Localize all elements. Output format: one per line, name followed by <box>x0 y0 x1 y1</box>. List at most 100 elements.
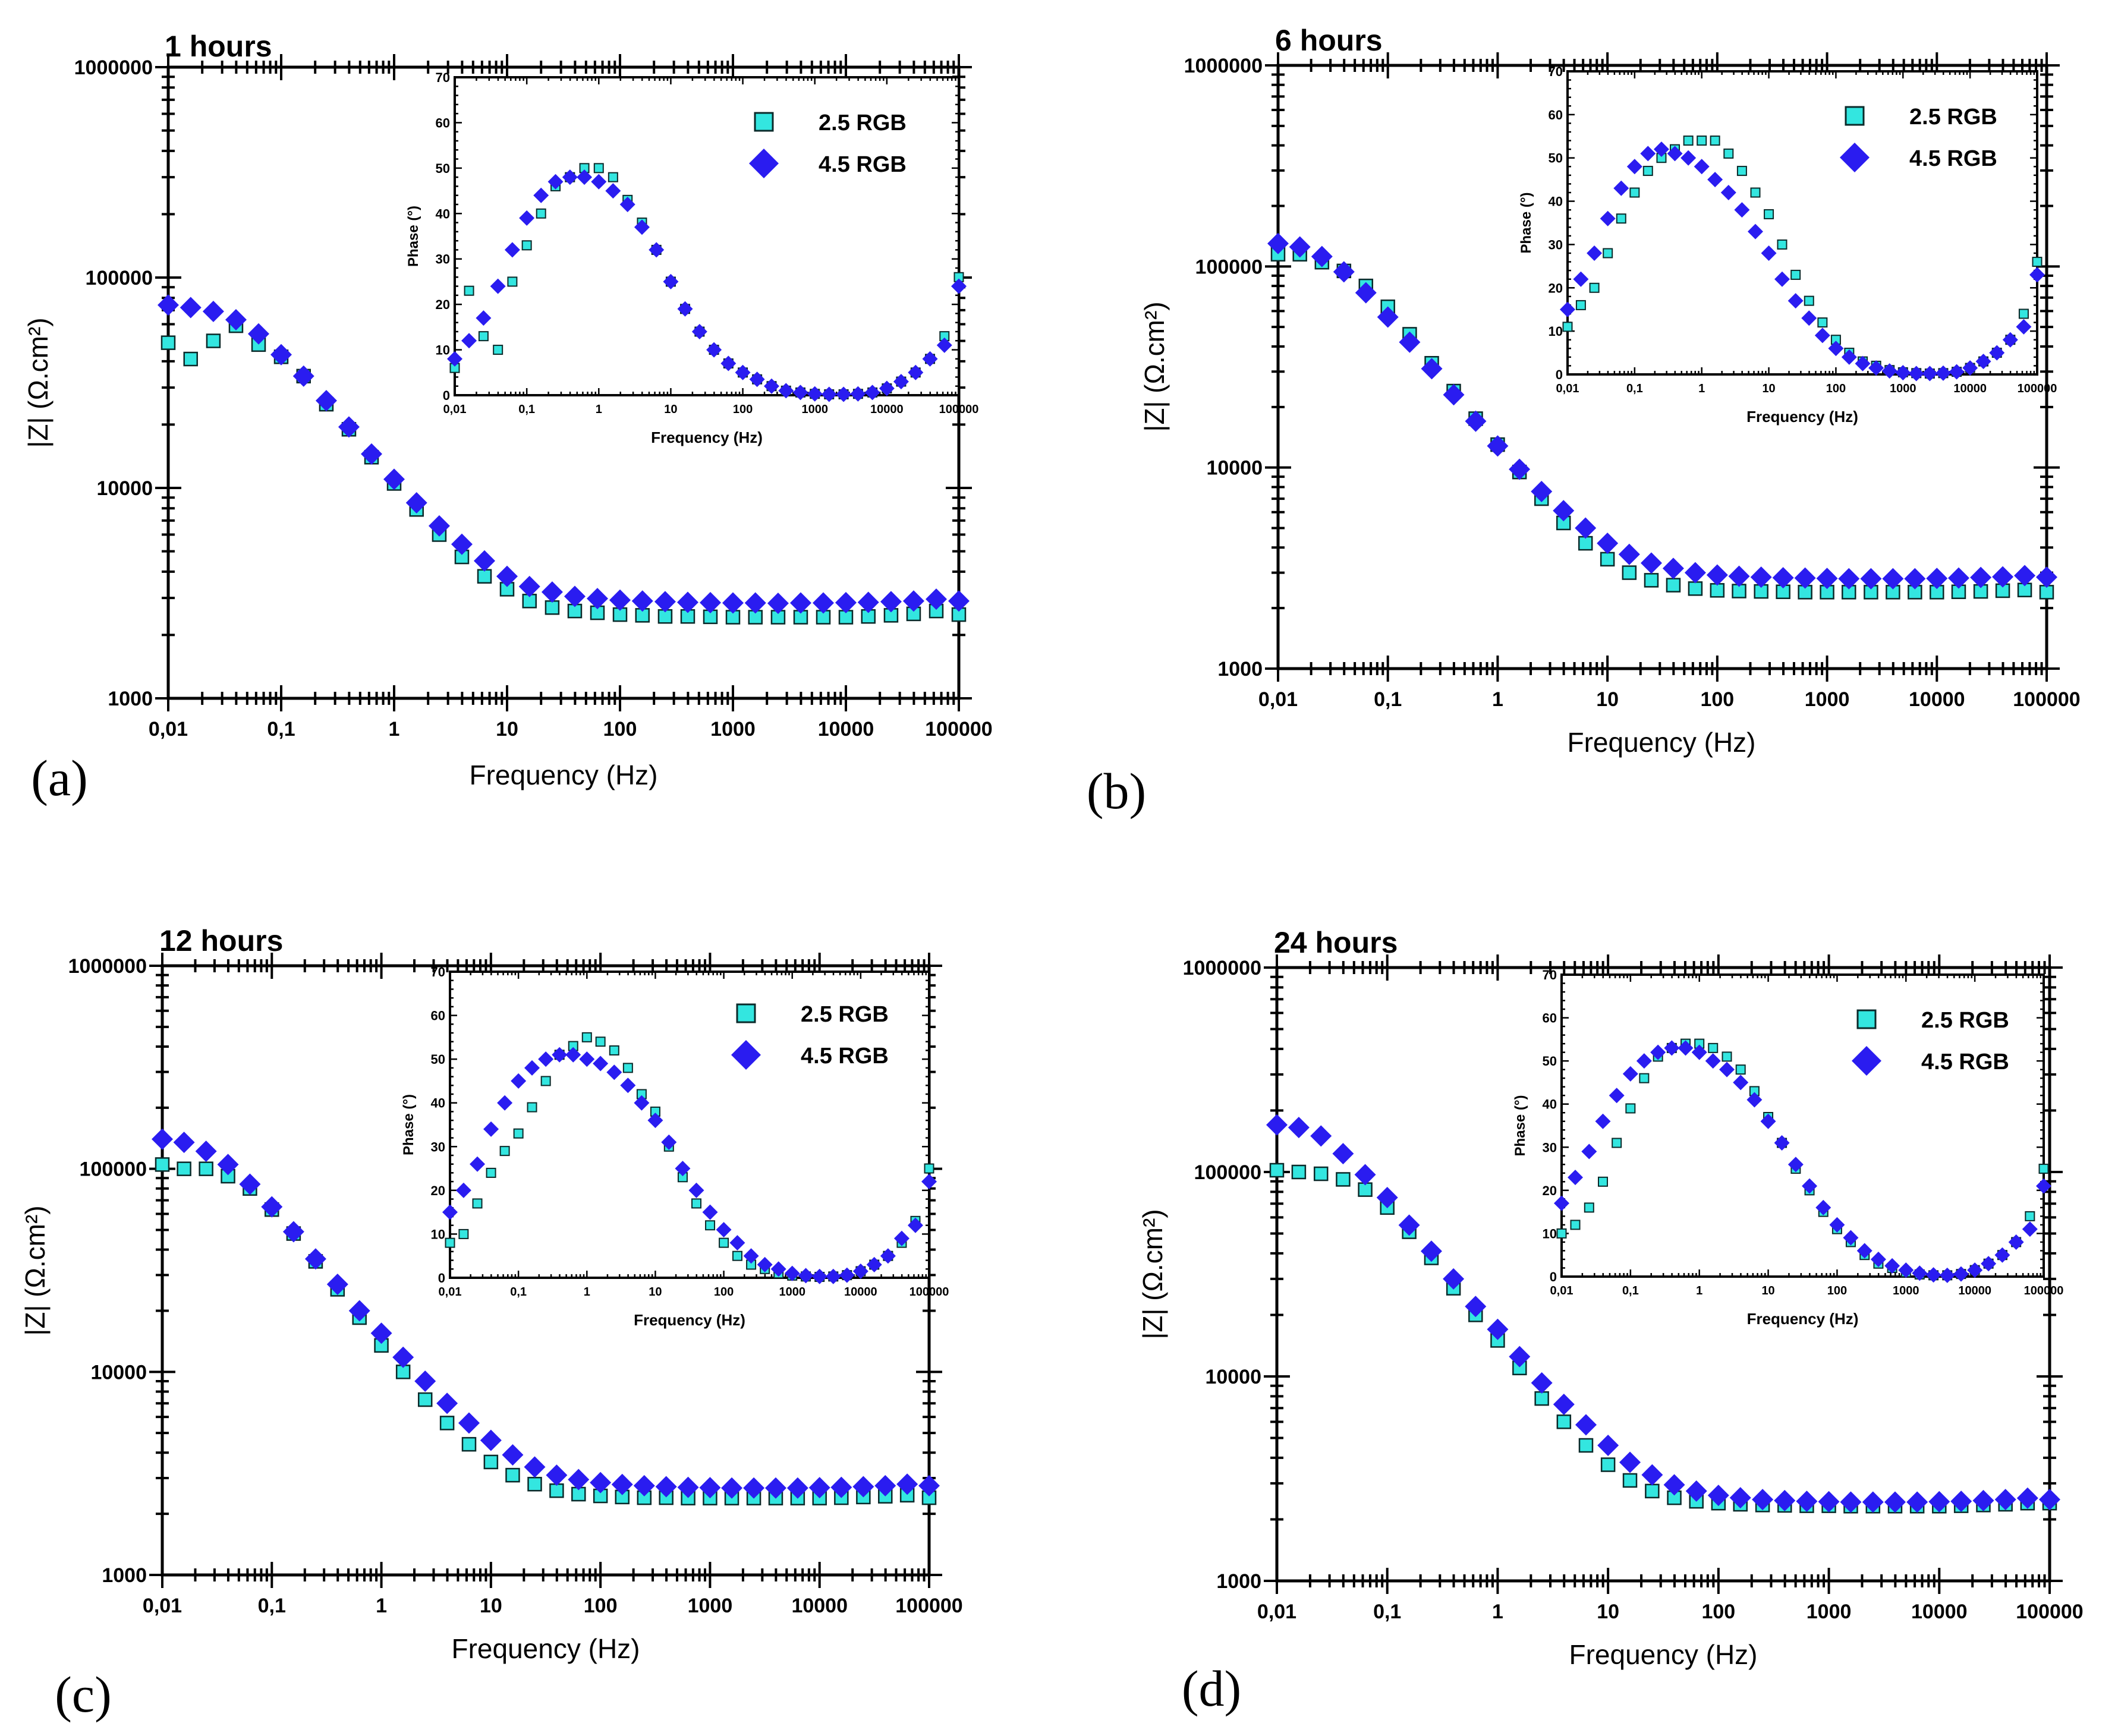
marker-4-5-rgb <box>1904 568 1926 590</box>
inset-marker-4-5-rgb <box>661 1134 677 1150</box>
x-tick-label: 10000 <box>1909 688 1965 711</box>
y-tick-label: 1000 <box>1217 658 1263 680</box>
marker-4-5-rgb <box>1333 261 1355 283</box>
marker-4-5-rgb <box>1420 1240 1442 1262</box>
y-tick-label: 10000 <box>96 477 153 500</box>
inset-x-tick-label: 10000 <box>1958 1284 1991 1297</box>
inset-marker-2-5-rgb <box>924 1163 934 1174</box>
marker-4-5-rgb <box>326 1273 348 1295</box>
panel-title: 24 hours <box>1274 926 1398 959</box>
inset-marker-4-5-rgb <box>1939 1267 1955 1283</box>
inset-y-axis-label: Phase (°) <box>405 206 421 267</box>
inset-marker-4-5-rgb <box>565 1047 581 1063</box>
inset-marker-2-5-rgb <box>1804 295 1814 306</box>
main-markers <box>152 1128 940 1505</box>
inset-marker-4-5-rgb <box>619 197 635 212</box>
inset: 0 10 20 30 40 50 60 70 0,01 0,1 1 10 100 1000 10000 100… <box>405 70 978 446</box>
panel-1: 0,01 0,1 1 10 100 1000 10000 100000100010000100… <box>1087 24 2081 820</box>
marker-4-5-rgb <box>546 1464 568 1486</box>
y-axis-label: |Z| (Ω.cm²) <box>23 317 53 448</box>
x-tick-label: 1 <box>376 1595 387 1617</box>
inset-marker-4-5-rgb <box>1787 1157 1804 1173</box>
inset-marker-4-5-rgb <box>2036 1178 2051 1194</box>
inset-y-tick-label: 40 <box>1549 194 1563 209</box>
panel-0: 0,01 0,1 1 10 100 1000 10000 100000100010000100… <box>23 30 993 806</box>
inset-marker-4-5-rgb <box>1609 1088 1625 1104</box>
x-tick-label: 1000 <box>1807 1600 1852 1623</box>
inset-marker-4-5-rgb <box>605 183 621 199</box>
y-tick-label: 10000 <box>1205 1366 1261 1388</box>
inset-marker-2-5-rgb <box>1708 1042 1719 1053</box>
inset-marker-4-5-rgb <box>533 187 549 203</box>
inset-x-tick-label: 10 <box>664 403 677 416</box>
inset-marker-2-5-rgb <box>1642 166 1653 177</box>
inset-markers <box>442 1032 937 1284</box>
inset-y-tick-label: 0 <box>438 1271 445 1286</box>
marker-4-5-rgb <box>1994 1489 2016 1511</box>
x-tick-label: 1 <box>1492 1600 1503 1623</box>
x-tick-label: 100000 <box>2013 688 2080 711</box>
y-tick-label: 1000 <box>102 1564 147 1587</box>
legend-label-2-5-rgb: 2.5 RGB <box>1921 1008 2009 1033</box>
inset-y-tick-label: 60 <box>431 1009 445 1023</box>
inset-marker-4-5-rgb <box>798 1268 814 1284</box>
inset-marker-2-5-rgb <box>1570 1220 1581 1230</box>
inset-marker-2-5-rgb <box>595 1036 606 1047</box>
y-ticks <box>1265 64 2060 670</box>
inset-marker-4-5-rgb <box>1707 172 1723 188</box>
marker-4-5-rgb <box>458 1412 480 1434</box>
panel-label: (a) <box>31 749 87 806</box>
marker-2-5-rgb <box>1556 1414 1572 1429</box>
inset-x-tick-label: 100000 <box>2018 382 2057 395</box>
inset-y-tick-label: 20 <box>431 1183 445 1198</box>
marker-4-5-rgb <box>541 581 563 603</box>
y-ticks <box>149 965 942 1576</box>
legend: 2.5 RGB 4.5 RGB <box>1840 105 1997 172</box>
marker-4-5-rgb <box>1816 568 1838 590</box>
marker-4-5-rgb <box>315 390 337 412</box>
marker-4-5-rgb <box>282 1221 304 1243</box>
marker-4-5-rgb <box>1487 435 1509 457</box>
inset-marker-4-5-rgb <box>677 301 693 317</box>
inset-marker-2-5-rgb <box>1723 148 1734 159</box>
inset-marker-4-5-rgb <box>552 1047 568 1063</box>
inset-marker-2-5-rgb <box>1722 1051 1732 1062</box>
marker-4-5-rgb <box>518 575 540 597</box>
legend: 2.5 RGB 4.5 RGB <box>731 1002 889 1070</box>
inset-marker-2-5-rgb <box>1616 213 1626 224</box>
marker-2-5-rgb <box>160 335 176 350</box>
inset-marker-4-5-rgb <box>908 364 924 380</box>
inset-marker-2-5-rgb <box>1750 187 1761 198</box>
marker-4-5-rgb <box>1662 557 1684 579</box>
inset-frame <box>1560 973 2045 1278</box>
inset-y-tick-label: 70 <box>431 965 445 979</box>
legend: 2.5 RGB 4.5 RGB <box>1852 1008 2009 1076</box>
inset-marker-4-5-rgb <box>1815 1199 1831 1215</box>
inset-marker-2-5-rgb <box>1625 1103 1636 1114</box>
marker-4-5-rgb <box>830 1476 852 1498</box>
marker-4-5-rgb <box>590 1472 612 1494</box>
inset-marker-4-5-rgb <box>1774 271 1790 287</box>
legend-swatch-4-5-rgb <box>749 149 779 178</box>
marker-4-5-rgb <box>808 1477 830 1499</box>
marker-4-5-rgb <box>1818 1491 1840 1513</box>
marker-4-5-rgb <box>405 492 427 513</box>
inset-marker-4-5-rgb <box>921 1174 937 1190</box>
marker-4-5-rgb <box>524 1456 546 1478</box>
inset-marker-4-5-rgb <box>593 1056 609 1072</box>
legend-swatch-2-5-rgb <box>736 1003 756 1023</box>
marker-4-5-rgb <box>1354 1164 1376 1186</box>
marker-4-5-rgb <box>1685 1480 1707 1502</box>
inset-y-tick-label: 0 <box>1550 1269 1557 1284</box>
inset-marker-4-5-rgb <box>442 1204 458 1220</box>
marker-4-5-rgb <box>1355 282 1377 304</box>
marker-4-5-rgb <box>2016 1487 2038 1509</box>
panel-title: 1 hours <box>165 30 272 63</box>
inset-marker-2-5-rgb <box>1710 136 1720 146</box>
marker-2-5-rgb <box>483 1454 499 1470</box>
inset-marker-2-5-rgb <box>1556 1228 1567 1239</box>
inset-marker-2-5-rgb <box>1629 187 1640 198</box>
marker-4-5-rgb <box>722 592 744 614</box>
inset-y-tick-label: 70 <box>436 70 450 85</box>
inset-marker-4-5-rgb <box>579 1051 595 1067</box>
